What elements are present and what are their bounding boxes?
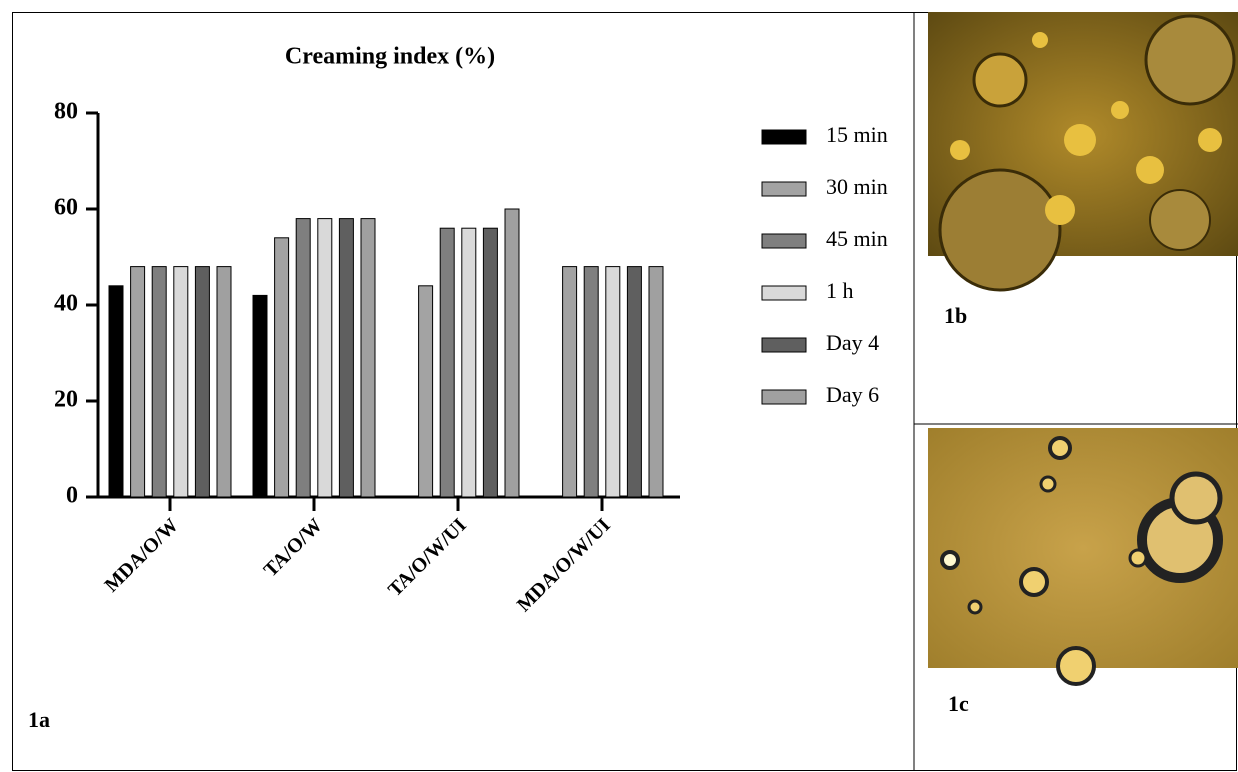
legend-swatch: [761, 181, 807, 197]
legend-label: 1 h: [826, 278, 854, 303]
y-tick-label: 40: [54, 291, 78, 317]
bar: [360, 218, 376, 498]
panel-label: 1c: [948, 691, 969, 716]
bar: [130, 266, 146, 498]
bar: [252, 294, 268, 498]
bar: [295, 218, 311, 498]
legend-label: Day 6: [826, 382, 879, 407]
bar: [562, 266, 578, 498]
bar: [274, 237, 290, 498]
y-tick-label: 20: [54, 387, 78, 413]
legend-swatch: [761, 389, 807, 405]
bar: [583, 266, 599, 498]
bar: [317, 218, 333, 498]
bar: [504, 208, 520, 498]
bar: [151, 266, 167, 498]
micrograph-c: [928, 428, 1238, 686]
bar: [461, 227, 477, 498]
legend-label: 45 min: [826, 226, 888, 251]
legend-swatch: [761, 233, 807, 249]
y-tick-label: 80: [54, 99, 78, 125]
x-tick-label: TA/O/W/UI: [384, 514, 471, 601]
x-tick-label: MDA/O/W/UI: [513, 514, 615, 616]
bar: [338, 218, 354, 498]
legend-swatch: [761, 129, 807, 145]
frame: [12, 12, 1237, 771]
bar: [108, 285, 124, 498]
bar: [173, 266, 189, 498]
bar: [605, 266, 621, 498]
x-tick-label: MDA/O/W: [100, 514, 182, 596]
bar: [648, 266, 664, 498]
panel-label: 1b: [944, 303, 967, 328]
legend-swatch: [761, 285, 807, 301]
y-tick-label: 60: [54, 195, 78, 221]
x-tick-label: TA/O/W: [260, 514, 327, 581]
legend-label: 15 min: [826, 122, 888, 147]
bar: [194, 266, 210, 498]
panel-label: 1a: [28, 707, 50, 732]
bar: [482, 227, 498, 498]
legend-label: 30 min: [826, 174, 888, 199]
bar: [418, 285, 434, 498]
legend-swatch: [761, 337, 807, 353]
bar: [439, 227, 455, 498]
legend-label: Day 4: [826, 330, 879, 355]
bar: [216, 266, 232, 498]
chart-title: Creaming index (%): [285, 44, 495, 70]
bar: [626, 266, 642, 498]
y-tick-label: 0: [66, 483, 78, 509]
micrograph-b: [928, 12, 1238, 292]
